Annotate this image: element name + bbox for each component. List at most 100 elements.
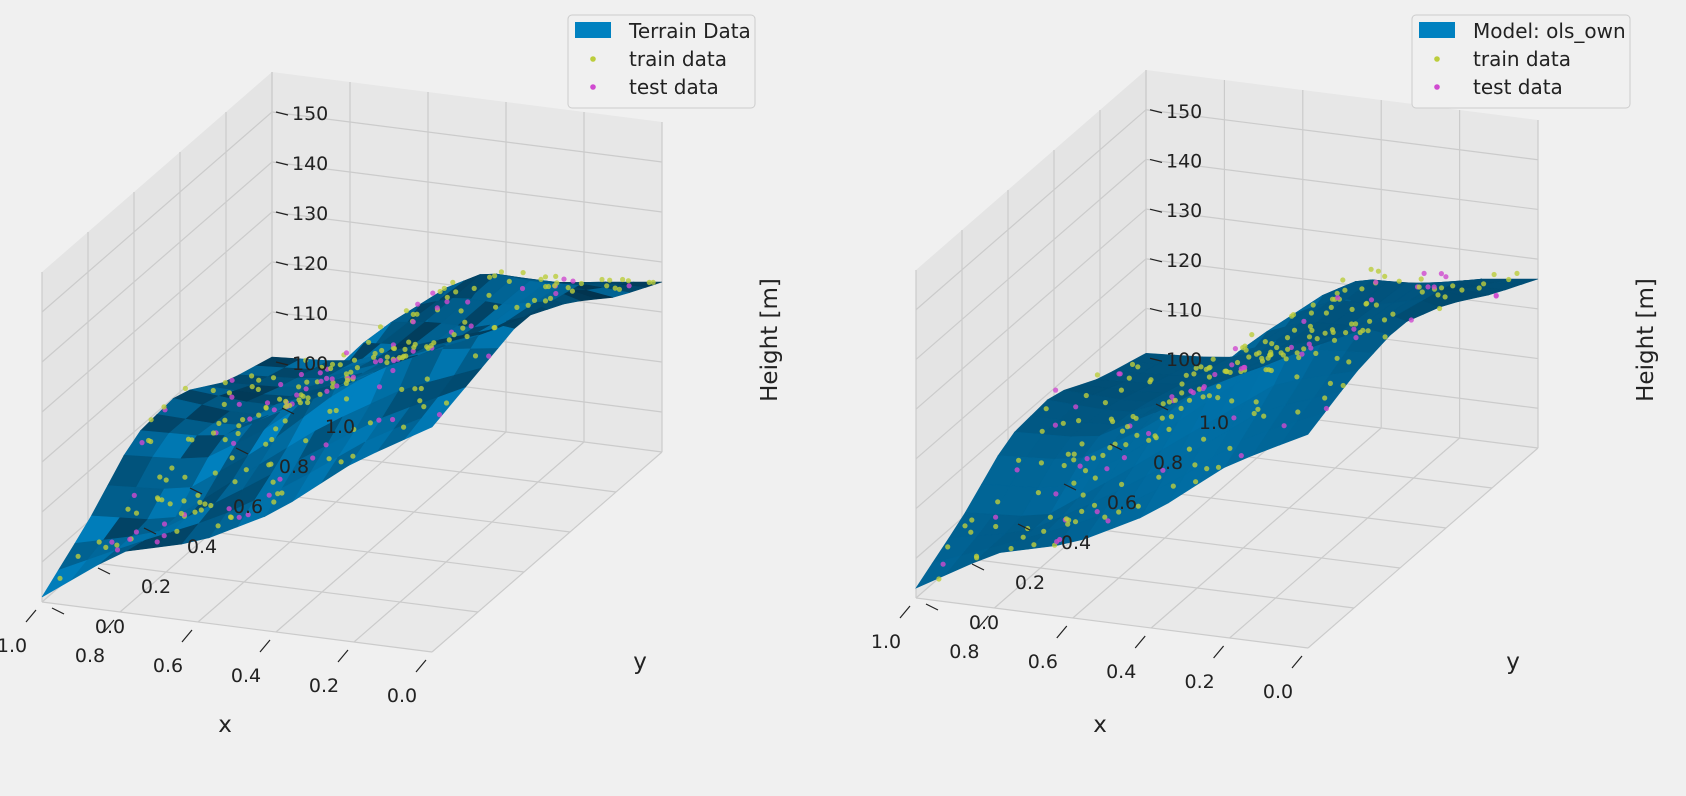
train-data-point: [1267, 352, 1273, 358]
x-tick-label: 0.6: [153, 655, 183, 677]
train-data-point: [1278, 350, 1284, 356]
train-data-point: [1100, 452, 1106, 458]
test-data-point: [161, 521, 168, 527]
test-data-point: [317, 370, 323, 376]
train-data-point: [945, 544, 951, 550]
train-data-point: [428, 343, 434, 349]
test-data-point: [318, 378, 324, 384]
z-tick-label: 140: [292, 153, 328, 175]
train-data-point: [1076, 418, 1082, 424]
y-tick-label: 0.4: [187, 536, 217, 558]
train-data-point: [403, 308, 409, 314]
train-data-point: [410, 311, 416, 317]
train-data-point: [1082, 468, 1089, 474]
test-data-point: [1281, 423, 1287, 429]
train-data-point: [282, 418, 288, 424]
train-data-point: [1215, 464, 1222, 470]
x-tick-label: 0.8: [949, 641, 979, 663]
train-data-point: [1340, 277, 1346, 283]
test-data-point: [1169, 394, 1175, 400]
test-data-point: [436, 412, 443, 418]
train-data-point: [650, 279, 656, 285]
train-data-point: [96, 539, 102, 545]
train-data-point: [163, 477, 169, 483]
y-tick-mark: [1063, 483, 1077, 491]
train-data-point: [263, 404, 269, 411]
train-data-point: [1065, 451, 1071, 457]
train-data-point: [443, 400, 450, 406]
train-data-point: [1146, 437, 1152, 443]
test-data-point: [1335, 295, 1341, 301]
z-tick-label: 110: [292, 303, 328, 325]
train-data-point: [1061, 462, 1067, 469]
train-data-point: [1249, 332, 1255, 338]
train-data-point: [969, 517, 975, 523]
train-data-point: [1242, 343, 1248, 349]
test-data-point: [236, 514, 242, 520]
train-data-point: [221, 401, 227, 407]
train-data-point: [222, 437, 228, 443]
train-data-point: [1008, 545, 1014, 552]
train-data-point: [1342, 287, 1348, 293]
train-data-point: [1193, 479, 1199, 485]
y-tick-label: 0.6: [1107, 492, 1137, 514]
train-data-point: [569, 288, 576, 294]
train-data-point: [1178, 405, 1184, 411]
train-data-point: [464, 333, 470, 340]
train-data-point: [1268, 367, 1274, 374]
train-data-point: [1328, 304, 1334, 310]
back-wall-grid-line: [41, 311, 273, 513]
train-data-point: [1294, 350, 1300, 356]
train-data-point: [1365, 328, 1371, 334]
test-data-point: [133, 529, 139, 535]
train-data-point: [441, 285, 447, 291]
test-data-point: [1443, 274, 1449, 280]
train-data-point: [273, 426, 279, 432]
z-tick-label: 150: [292, 103, 328, 125]
floor-pane: [42, 402, 662, 652]
z-tick-label: 140: [1166, 150, 1202, 172]
train-data-point: [1481, 281, 1487, 287]
train-data-point: [1262, 339, 1268, 345]
train-data-point: [1110, 418, 1116, 425]
test-data-point: [391, 358, 397, 364]
train-data-point: [1071, 480, 1077, 486]
y-tick-mark: [235, 447, 249, 455]
train-data-point: [1368, 266, 1374, 272]
train-data-point: [343, 396, 350, 402]
y-tick-label: 0.8: [279, 456, 309, 478]
train-data-point: [506, 278, 512, 284]
train-data-point: [1066, 517, 1072, 523]
train-data-point: [487, 274, 493, 280]
train-data-point: [235, 430, 241, 437]
x-tick-mark: [1213, 645, 1225, 659]
floor-grid-line: [1307, 447, 1539, 649]
train-data-point: [1094, 372, 1100, 378]
train-data-point: [1491, 271, 1497, 278]
z-tick-label: 120: [1166, 250, 1202, 272]
train-data-point: [578, 280, 585, 287]
test-data-point: [376, 384, 383, 390]
train-data-point: [1301, 346, 1307, 352]
train-data-point: [552, 283, 558, 289]
train-data-point: [612, 285, 618, 291]
legend: Terrain Data train data test data: [567, 14, 756, 109]
x-tick-label: 0.4: [231, 665, 261, 687]
test-data-point: [1200, 385, 1206, 392]
train-data-point: [1166, 399, 1172, 405]
x-tick-label: 0.4: [1106, 661, 1136, 683]
train-data-point: [424, 344, 430, 350]
train-data-point: [319, 364, 325, 370]
train-data-point: [397, 355, 403, 361]
x-tick-mark: [25, 609, 37, 623]
train-data-point: [607, 277, 613, 283]
legend-label-surface: Model: ols_own: [1473, 19, 1626, 43]
legend-marker-test: [590, 84, 596, 90]
train-data-point: [1234, 359, 1241, 366]
train-data-point: [973, 553, 980, 559]
train-data-point: [1201, 436, 1207, 442]
train-data-point: [125, 506, 131, 512]
train-data-point: [1327, 380, 1333, 386]
train-data-point: [414, 311, 420, 317]
